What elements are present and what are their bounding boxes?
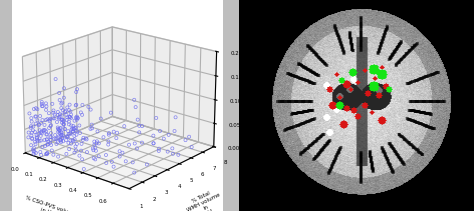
Y-axis label: % Total
WMH volume
in
ICV: % Total WMH volume in ICV [184,187,227,211]
X-axis label: % CSO-PVS volume
in ICV: % CSO-PVS volume in ICV [22,196,76,211]
